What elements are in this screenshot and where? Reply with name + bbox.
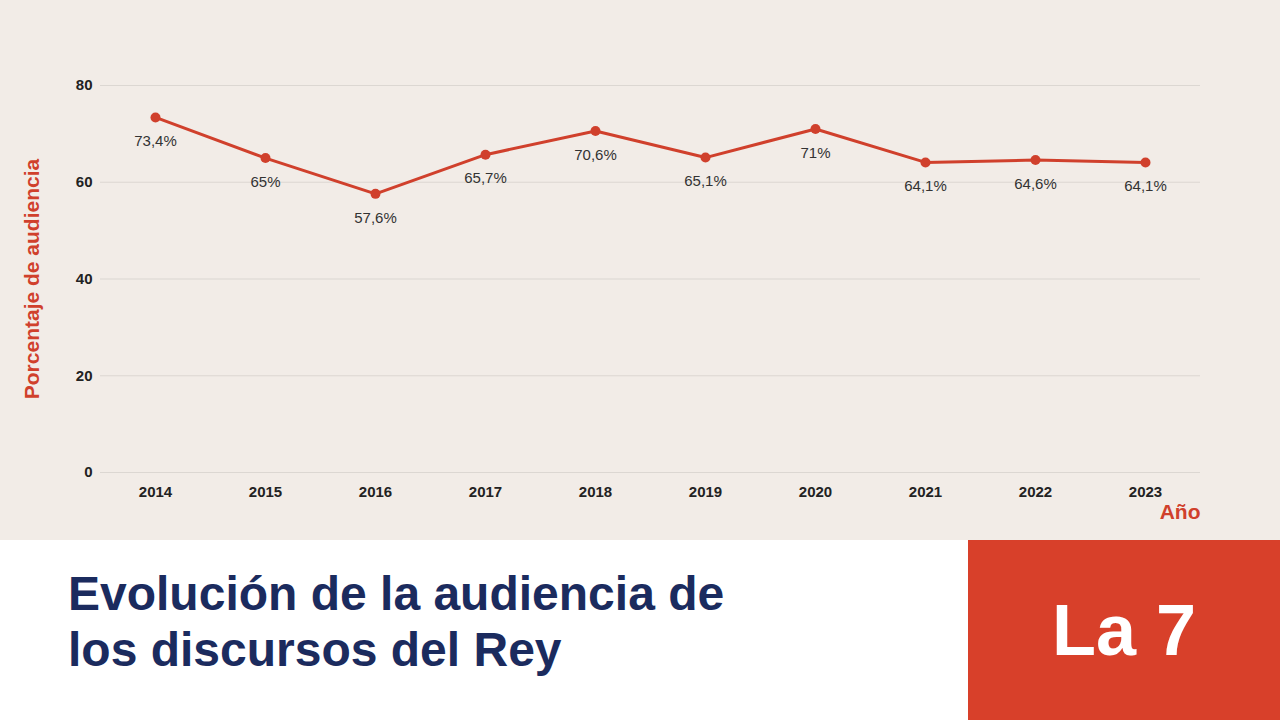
html-text:Evolución de la audiencia de l: Evolución de la audiencia de los discurs… xyxy=(68,567,725,676)
svg-text:64,6%: 64,6% xyxy=(1014,175,1057,192)
svg-text:57,6%: 57,6% xyxy=(354,209,397,226)
svg-text:65%: 65% xyxy=(250,173,280,190)
svg-text:2019: 2019 xyxy=(689,483,722,500)
svg-text:2015: 2015 xyxy=(249,483,282,500)
svg-text:2018: 2018 xyxy=(579,483,612,500)
svg-text:2014: 2014 xyxy=(139,483,173,500)
svg-text:73,4%: 73,4% xyxy=(134,132,177,149)
svg-text:20: 20 xyxy=(76,367,93,384)
svg-text:65,7%: 65,7% xyxy=(464,169,507,186)
svg-text:Año: Año xyxy=(1160,500,1201,523)
svg-text:2022: 2022 xyxy=(1019,483,1052,500)
svg-text:2020: 2020 xyxy=(799,483,832,500)
svg-text:40: 40 xyxy=(76,270,93,287)
svg-text:64,1%: 64,1% xyxy=(904,177,947,194)
svg-text:0: 0 xyxy=(84,463,92,480)
svg-text:71%: 71% xyxy=(800,144,830,161)
svg-text:2016: 2016 xyxy=(359,483,392,500)
svg-text:65,1%: 65,1% xyxy=(684,172,727,189)
svg-text:64,1%: 64,1% xyxy=(1124,177,1167,194)
svg-text:2021: 2021 xyxy=(909,483,942,500)
svg-text:60: 60 xyxy=(76,173,93,190)
svg-text:80: 80 xyxy=(76,76,93,93)
html-text:La 7: La 7 xyxy=(1052,590,1196,670)
svg-text:2023: 2023 xyxy=(1129,483,1162,500)
svg-text:Porcentaje de audiencia: Porcentaje de audiencia xyxy=(20,158,43,399)
svg-text:70,6%: 70,6% xyxy=(574,146,617,163)
svg-text:2017: 2017 xyxy=(469,483,502,500)
